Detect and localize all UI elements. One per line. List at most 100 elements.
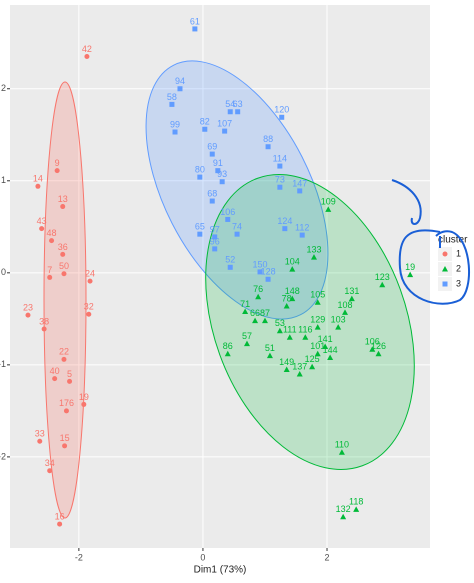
point xyxy=(265,276,271,282)
point xyxy=(302,334,309,340)
point-label: 94 xyxy=(175,76,185,86)
point xyxy=(322,343,329,349)
legend-label: 2 xyxy=(456,263,461,273)
point xyxy=(84,54,90,60)
point-label: 109 xyxy=(321,197,336,207)
point xyxy=(265,144,271,150)
point xyxy=(172,129,178,135)
point-label: 50 xyxy=(59,261,69,271)
point-label: 129 xyxy=(310,314,325,324)
point xyxy=(47,274,53,280)
point-label: 38 xyxy=(39,316,49,326)
point-label: 43 xyxy=(37,216,47,226)
point-label: 7 xyxy=(47,265,52,275)
y-tick-label: 1 xyxy=(1,175,6,185)
point-label: 131 xyxy=(344,286,359,296)
legend-label: 3 xyxy=(456,278,461,288)
point-label: 33 xyxy=(35,429,45,439)
point-label: 93 xyxy=(217,169,227,179)
point xyxy=(310,254,317,260)
point-label: 176 xyxy=(59,398,74,408)
annotation-stroke xyxy=(391,179,441,248)
legend-title: cluster xyxy=(438,235,468,246)
point-label: 14 xyxy=(33,174,43,184)
point-label: 48 xyxy=(47,228,57,238)
point xyxy=(314,350,321,357)
point xyxy=(227,109,233,115)
point xyxy=(252,317,259,324)
point xyxy=(340,513,347,520)
point xyxy=(227,264,233,270)
point-label: 73 xyxy=(275,175,285,185)
point xyxy=(224,350,231,357)
point xyxy=(407,271,414,278)
point xyxy=(87,278,93,284)
x-tick-label: -2 xyxy=(75,552,83,562)
point-label: 87 xyxy=(260,308,270,318)
point-label: 9 xyxy=(55,158,60,168)
point xyxy=(299,232,305,238)
legend-label: 1 xyxy=(456,248,461,258)
point xyxy=(197,231,203,237)
point xyxy=(296,371,303,377)
point-label: 74 xyxy=(232,222,242,232)
point xyxy=(212,234,218,240)
point-label: 15 xyxy=(60,433,70,443)
point-label: 68 xyxy=(207,188,217,198)
point-label: 116 xyxy=(298,325,312,335)
point-label: 61 xyxy=(190,16,200,26)
point xyxy=(348,295,355,302)
point-label: 57 xyxy=(242,331,252,341)
point xyxy=(81,401,87,407)
point-label: 40 xyxy=(50,366,60,376)
point-label: 58 xyxy=(167,92,177,102)
point xyxy=(325,206,332,212)
point-label: 111 xyxy=(283,325,297,335)
point-label: 51 xyxy=(265,343,275,353)
point xyxy=(86,311,92,317)
point xyxy=(277,163,283,169)
point xyxy=(327,354,334,360)
point xyxy=(61,356,67,362)
point-label: 97 xyxy=(210,224,220,234)
point xyxy=(67,378,73,384)
point-label: 125 xyxy=(305,354,320,364)
point xyxy=(234,231,240,237)
point-label: 88 xyxy=(263,134,273,144)
point xyxy=(283,302,290,309)
point xyxy=(286,334,293,340)
point xyxy=(62,443,68,449)
point xyxy=(52,376,58,382)
point xyxy=(283,366,290,372)
point-label: 34 xyxy=(45,458,55,468)
cluster-ellipse xyxy=(145,60,329,320)
point-label: 13 xyxy=(58,194,68,204)
x-axis-title: Dim1 (73%) xyxy=(194,565,247,576)
point-label: 149 xyxy=(279,357,294,367)
legend-symbol xyxy=(442,281,448,287)
point xyxy=(222,128,228,134)
point-label: 99 xyxy=(170,119,180,129)
point-label: 103 xyxy=(331,314,346,324)
point-label: 133 xyxy=(306,245,321,255)
point xyxy=(335,324,342,330)
point-label: 120 xyxy=(274,105,289,115)
point-label: 96 xyxy=(210,236,220,246)
point-label: 82 xyxy=(200,117,210,127)
point-label: 118 xyxy=(349,497,363,507)
cluster-ellipse xyxy=(43,81,87,519)
point-label: 86 xyxy=(223,341,233,351)
point-label: 104 xyxy=(285,257,300,267)
point xyxy=(209,151,215,157)
point xyxy=(242,308,249,314)
point-label: 63 xyxy=(233,99,243,109)
point-label: 42 xyxy=(82,44,92,54)
point-label: 148 xyxy=(285,286,300,296)
point-label: 150 xyxy=(252,259,267,269)
point xyxy=(225,216,231,222)
point xyxy=(219,179,225,185)
point xyxy=(60,251,66,257)
point xyxy=(54,168,60,174)
point-label: 137 xyxy=(292,361,307,371)
